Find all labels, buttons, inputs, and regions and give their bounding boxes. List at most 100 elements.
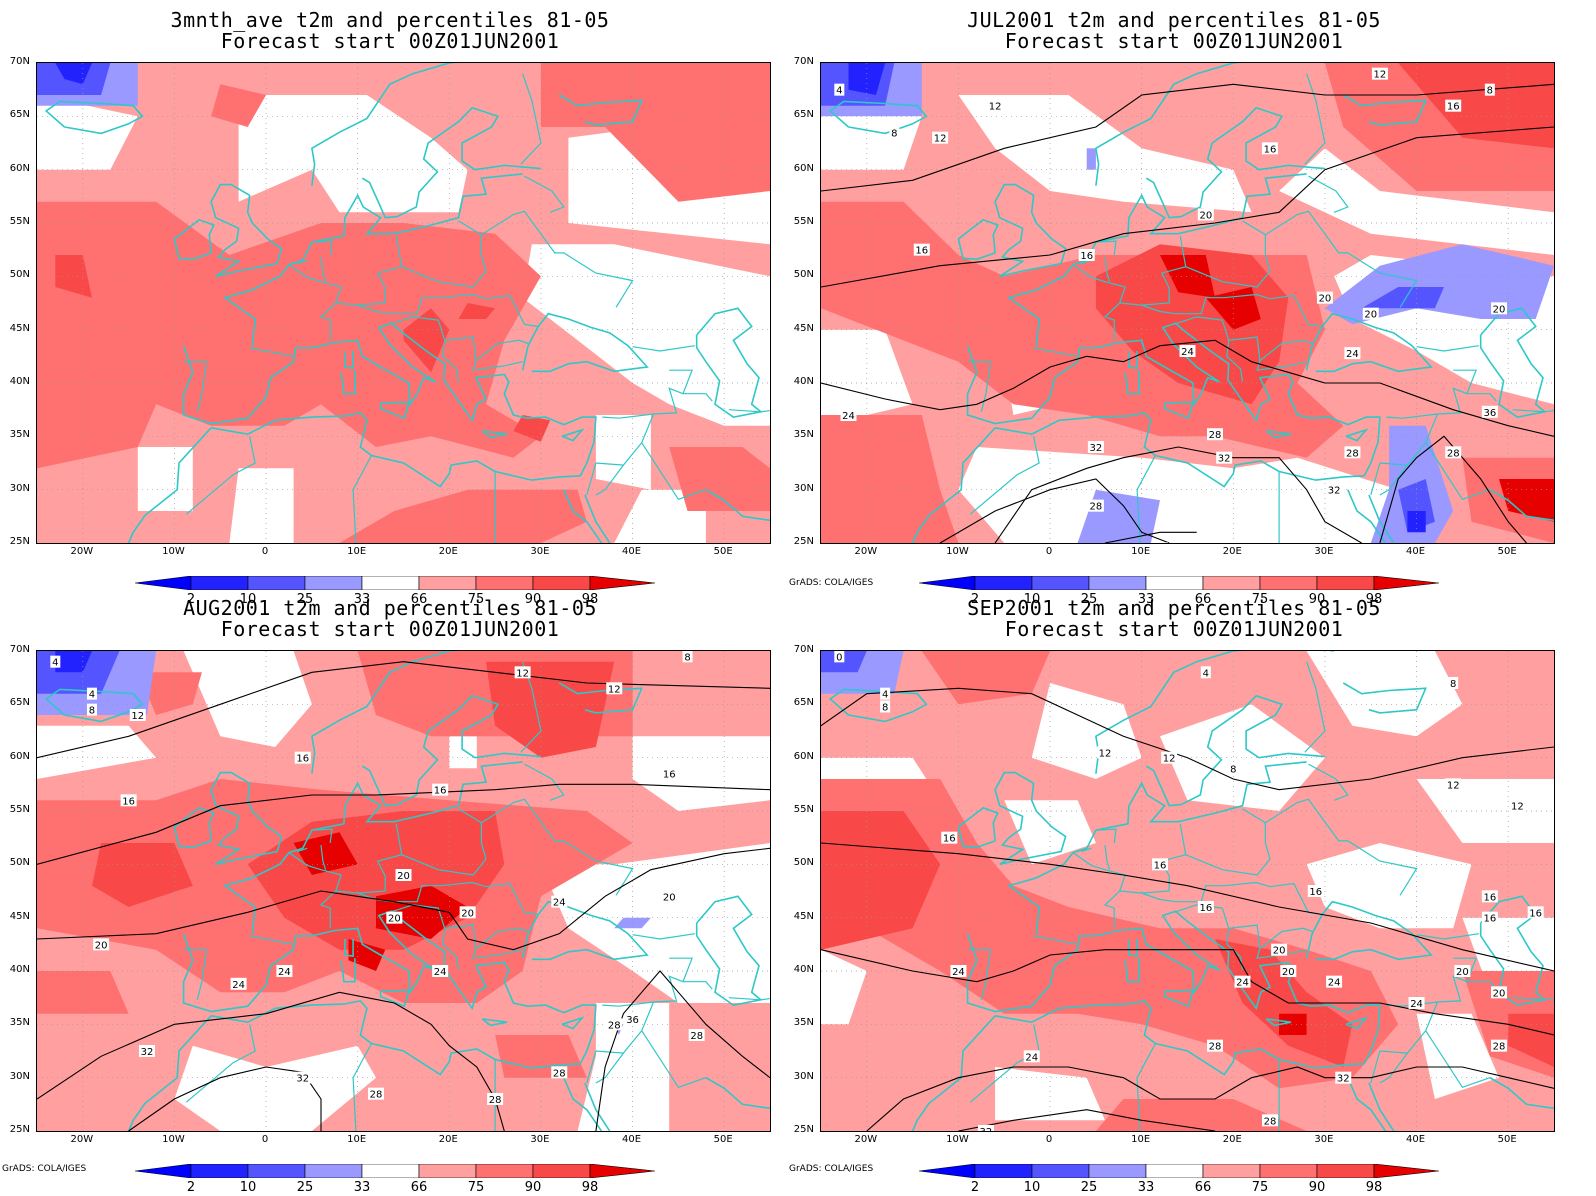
panel-subtitle: Forecast start 00Z01JUN2001 — [220, 29, 560, 53]
contour-label-bg — [368, 1087, 385, 1100]
coastline — [1128, 939, 1138, 958]
colorbar-segment — [361, 1164, 420, 1178]
percentile-region — [821, 949, 867, 1025]
percentile-region — [1086, 148, 1096, 170]
country-border — [683, 393, 713, 402]
colorbar-segment — [1031, 1164, 1090, 1178]
contour-label: 0 — [836, 652, 842, 663]
longitude-label: 20W — [70, 546, 94, 557]
longitude-label: 50E — [713, 546, 733, 557]
contour-label-bg — [138, 1045, 155, 1057]
latitude-label: 30N — [9, 482, 30, 494]
contour-label: 16 — [122, 796, 135, 807]
coastline — [521, 900, 649, 961]
colorbar-arrow-low — [919, 1164, 976, 1178]
contour-label-bg — [1481, 911, 1498, 924]
country-border — [641, 1030, 707, 1089]
contour-label-bg — [1152, 858, 1169, 871]
temperature-contour — [866, 1066, 1554, 1131]
colorbar-segment — [1145, 1164, 1204, 1178]
panel-subtitle: Forecast start 00Z01JUN2001 — [220, 617, 560, 641]
coastline — [1489, 489, 1554, 522]
map-canvas: 4 4 8 8 12 12 12 16 16 16 16 20 20 20 20 20 24 24 24 24 28 28… — [37, 651, 770, 1131]
contour-label: 12 — [934, 134, 947, 145]
colorbar — [135, 576, 655, 590]
contour-label: 28 — [1090, 502, 1103, 513]
contour-label: 24 — [278, 967, 291, 978]
contour-label: 32 — [1218, 454, 1231, 465]
temperature-contour — [821, 949, 1554, 1036]
coastline — [966, 933, 1081, 1013]
colorbar-arrow-low — [135, 1164, 192, 1178]
coastline — [173, 806, 215, 849]
coastline — [1163, 401, 1195, 420]
contour-label: 20 — [1364, 310, 1377, 321]
contour-label: 16 — [943, 834, 956, 845]
country-border — [1259, 339, 1313, 362]
country-border — [1304, 661, 1326, 753]
contour-label-bg — [1344, 347, 1361, 360]
colorbar-label: 2 — [186, 1180, 196, 1195]
coastline — [1006, 761, 1307, 935]
contour-label: 20 — [1273, 946, 1286, 957]
longitude-label: 10E — [347, 546, 367, 557]
coastline — [1305, 900, 1433, 961]
coastline — [1079, 910, 1381, 1065]
longitude-label: 10E — [347, 1134, 367, 1145]
colorbar-label: 2 — [186, 592, 196, 607]
longitude-label: 30E — [530, 546, 550, 557]
percentile-region — [1416, 779, 1554, 843]
latitude-label: 55N — [793, 804, 814, 815]
grads-credit: GrADS: COLA/IGES — [789, 578, 874, 588]
contour-label-bg — [1484, 83, 1495, 96]
panel-subtitle: Forecast start 00Z01JUN2001 — [1004, 617, 1344, 641]
contour-label-bg — [1454, 965, 1471, 977]
contour-label: 4 — [1203, 668, 1209, 679]
contour-label: 12 — [516, 668, 529, 679]
contour-label-bg — [514, 666, 531, 679]
contour-label-bg — [834, 651, 845, 663]
percentile-region — [37, 201, 541, 469]
coastline — [1163, 989, 1195, 1008]
latitude-label: 45N — [793, 910, 814, 922]
contour-label-bg — [86, 687, 97, 700]
contour-label-bg — [230, 977, 247, 990]
latitude-label: 70N — [793, 644, 814, 655]
contour-label-bg — [1362, 307, 1379, 320]
longitude-label: 50E — [713, 1134, 733, 1145]
longitude-label: 10W — [946, 1134, 969, 1145]
longitude-label: 40E — [622, 1134, 642, 1145]
country-border — [728, 997, 770, 1001]
latitude-label: 55N — [9, 216, 30, 227]
contour-label: 32 — [141, 1047, 154, 1058]
country-border — [632, 345, 695, 352]
coastline — [563, 1077, 603, 1131]
contour-label: 24 — [1346, 349, 1359, 360]
contour-label-bg — [1326, 975, 1343, 988]
temperature-contour — [821, 83, 1554, 192]
colorbar-label: 75 — [467, 1180, 485, 1195]
contour-label-bg — [1197, 901, 1214, 913]
coastline — [127, 427, 212, 543]
contour-label-bg — [987, 99, 1004, 112]
percentile-region — [1279, 1013, 1307, 1035]
contour-label: 12 — [1511, 802, 1524, 813]
temperature-contour — [939, 478, 1170, 543]
contour-label: 16 — [1264, 144, 1277, 155]
contour-label: 28 — [1209, 1042, 1222, 1053]
coastline — [521, 312, 649, 373]
coastline — [695, 895, 763, 1006]
country-border — [352, 1043, 372, 1131]
coastline — [173, 218, 215, 261]
contour-label: 32 — [1328, 486, 1341, 497]
country-border — [520, 73, 542, 165]
percentile-region — [339, 489, 587, 543]
contour-label: 32 — [1090, 443, 1103, 454]
country-border — [1386, 369, 1477, 419]
coastline — [340, 370, 356, 395]
coastline — [1265, 430, 1292, 439]
contour-label: 24 — [434, 967, 447, 978]
contour-label: 28 — [690, 1031, 703, 1042]
colorbar-label: 98 — [581, 1180, 599, 1195]
colorbar-label: 90 — [1308, 592, 1326, 607]
